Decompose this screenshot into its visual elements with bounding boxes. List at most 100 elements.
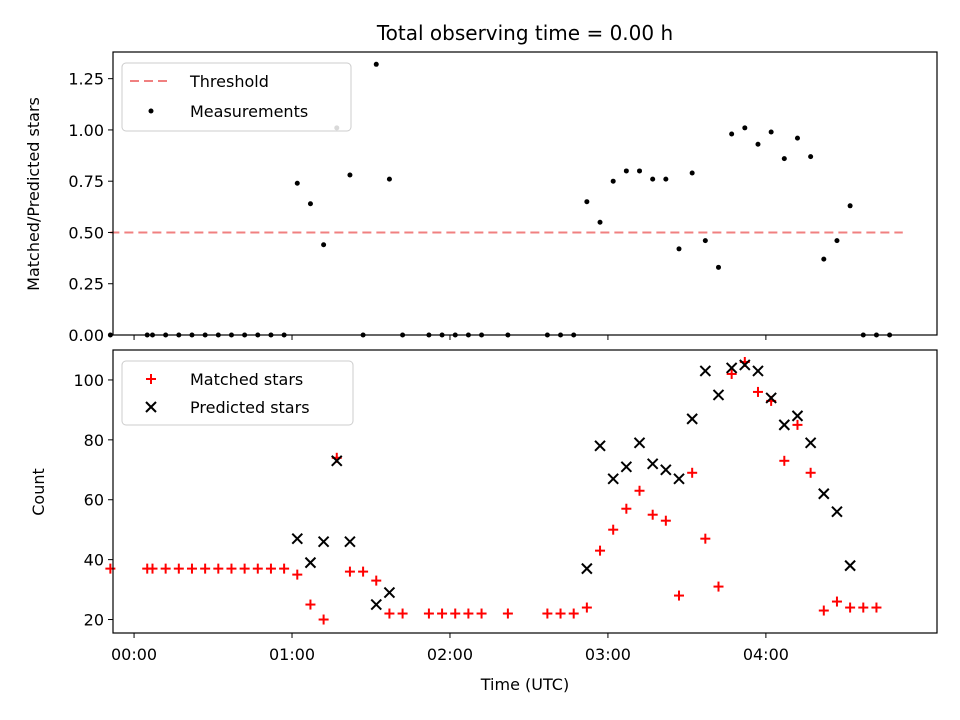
- matched-star-point: [265, 563, 276, 574]
- measurement-point: [321, 242, 327, 248]
- predicted-star-point: [620, 461, 633, 473]
- measurement-point: [663, 176, 669, 182]
- measurement-point: [781, 156, 787, 162]
- measurement-point: [729, 131, 735, 137]
- count-y-axis-label: Count: [29, 468, 48, 516]
- predicted-star-point: [646, 458, 659, 470]
- chart-title: Total observing time = 0.00 h: [376, 21, 673, 45]
- matched-star-point: [674, 590, 685, 601]
- matched-star-point: [397, 608, 408, 619]
- predicted-star-point: [791, 410, 804, 422]
- measurements-legend-label: Measurements: [190, 102, 308, 121]
- matched-star-point: [292, 569, 303, 580]
- matched-star-point: [476, 608, 487, 619]
- predicted-star-point: [831, 506, 843, 518]
- measurement-point: [307, 201, 313, 207]
- matched-star-point: [542, 608, 553, 619]
- matched-star-point: [634, 485, 645, 496]
- predicted-star-point: [607, 473, 619, 485]
- count-legend-box: [121, 360, 354, 426]
- matched-star-point: [752, 386, 763, 397]
- predicted-star-point: [633, 437, 646, 449]
- predicted-star-point: [383, 586, 396, 599]
- matched-star-point: [160, 563, 171, 574]
- predicted-star-point: [331, 455, 343, 467]
- predicted-star-point: [752, 365, 764, 377]
- measurement-point: [373, 61, 379, 67]
- predicted-star-point: [699, 365, 712, 377]
- predicted-star-point: [765, 392, 777, 404]
- measurement-point: [808, 154, 814, 160]
- predicted-star-point: [725, 362, 738, 374]
- measurement-point: [610, 178, 616, 184]
- predicted-star-point: [673, 473, 685, 485]
- measurement-point: [821, 256, 827, 262]
- count-x-tick-label: 04:00: [743, 645, 789, 664]
- matched-star-point: [831, 596, 842, 607]
- matched-star-point: [779, 455, 790, 466]
- count-y-tick-label: 20: [84, 611, 104, 630]
- measurements-legend-swatch: [148, 108, 154, 114]
- count-x-axis-label: Time (UTC): [480, 675, 569, 694]
- measurement-point: [584, 199, 590, 205]
- matched-star-point: [358, 566, 369, 577]
- predicted-star-point: [344, 535, 356, 548]
- count-x-axis: 00:00 01:00 02:00 03:00 04:00: [111, 633, 789, 664]
- matched-star-point: [173, 563, 184, 574]
- measurement-point: [742, 125, 748, 131]
- measurement-point: [834, 238, 840, 244]
- count-panel: 20 40 60 80 100 00:00 01:00 02:00 03:00 04:00 Co…: [29, 349, 938, 694]
- matched-star-point: [555, 608, 566, 619]
- ratio-y-axis-label: Matched/Predicted stars: [24, 97, 43, 291]
- predicted-star-point: [317, 535, 330, 548]
- predicted-star-point: [804, 437, 817, 449]
- matched-star-point: [463, 608, 474, 619]
- matched-star-point: [845, 602, 856, 613]
- matched-legend-label: Matched stars: [190, 370, 303, 389]
- matched-star-point: [371, 575, 382, 586]
- count-legend: Matched stars Predicted stars: [121, 360, 354, 426]
- matched-star-point: [239, 563, 250, 574]
- count-y-axis: 20 40 60 80 100: [73, 371, 113, 630]
- matched-star-point: [437, 608, 448, 619]
- measurement-point: [623, 168, 629, 174]
- ratio-y-tick-label: 1.00: [68, 121, 104, 140]
- count-x-tick-label: 00:00: [111, 645, 157, 664]
- matched-star-point: [105, 563, 116, 574]
- predicted-star-point: [581, 562, 593, 575]
- matched-star-point: [186, 563, 197, 574]
- ratio-y-axis: 0.00 0.25 0.50 0.75 1.00 1.25: [68, 70, 113, 345]
- matched-star-point: [252, 563, 263, 574]
- predicted-legend-swatch: [145, 401, 157, 413]
- matched-star-point: [502, 608, 513, 619]
- ratio-legend: Threshold Measurements: [121, 62, 352, 132]
- measurement-point: [794, 135, 800, 141]
- ratio-x-ticks: [133, 335, 767, 340]
- matched-star-point: [279, 563, 290, 574]
- matched-star-point: [713, 581, 724, 592]
- matched-star-point: [213, 563, 224, 574]
- matched-star-point: [450, 608, 461, 619]
- ratio-y-tick-label: 0.50: [68, 223, 104, 242]
- count-x-tick-label: 02:00: [427, 645, 473, 664]
- predicted-legend-label: Predicted stars: [190, 398, 310, 417]
- matched-star-point: [318, 614, 329, 625]
- predicted-star-point: [370, 598, 382, 611]
- count-y-tick-label: 100: [73, 371, 104, 390]
- matched-legend-swatch: [146, 374, 156, 384]
- matched-star-point: [621, 503, 632, 514]
- measurement-point: [689, 170, 695, 176]
- matched-star-point: [568, 608, 579, 619]
- predicted-star-point: [712, 389, 725, 401]
- predicted-star-point: [818, 488, 830, 500]
- predicted-star-point: [660, 464, 672, 476]
- matched-star-point: [147, 563, 158, 574]
- matched-star-point: [792, 419, 803, 430]
- matched-star-point: [687, 467, 698, 478]
- matched-star-point: [700, 533, 711, 544]
- measurement-point: [755, 141, 761, 147]
- measurement-point: [847, 203, 853, 209]
- ratio-y-tick-label: 0.25: [68, 275, 104, 294]
- ratio-y-tick-label: 1.25: [68, 70, 104, 89]
